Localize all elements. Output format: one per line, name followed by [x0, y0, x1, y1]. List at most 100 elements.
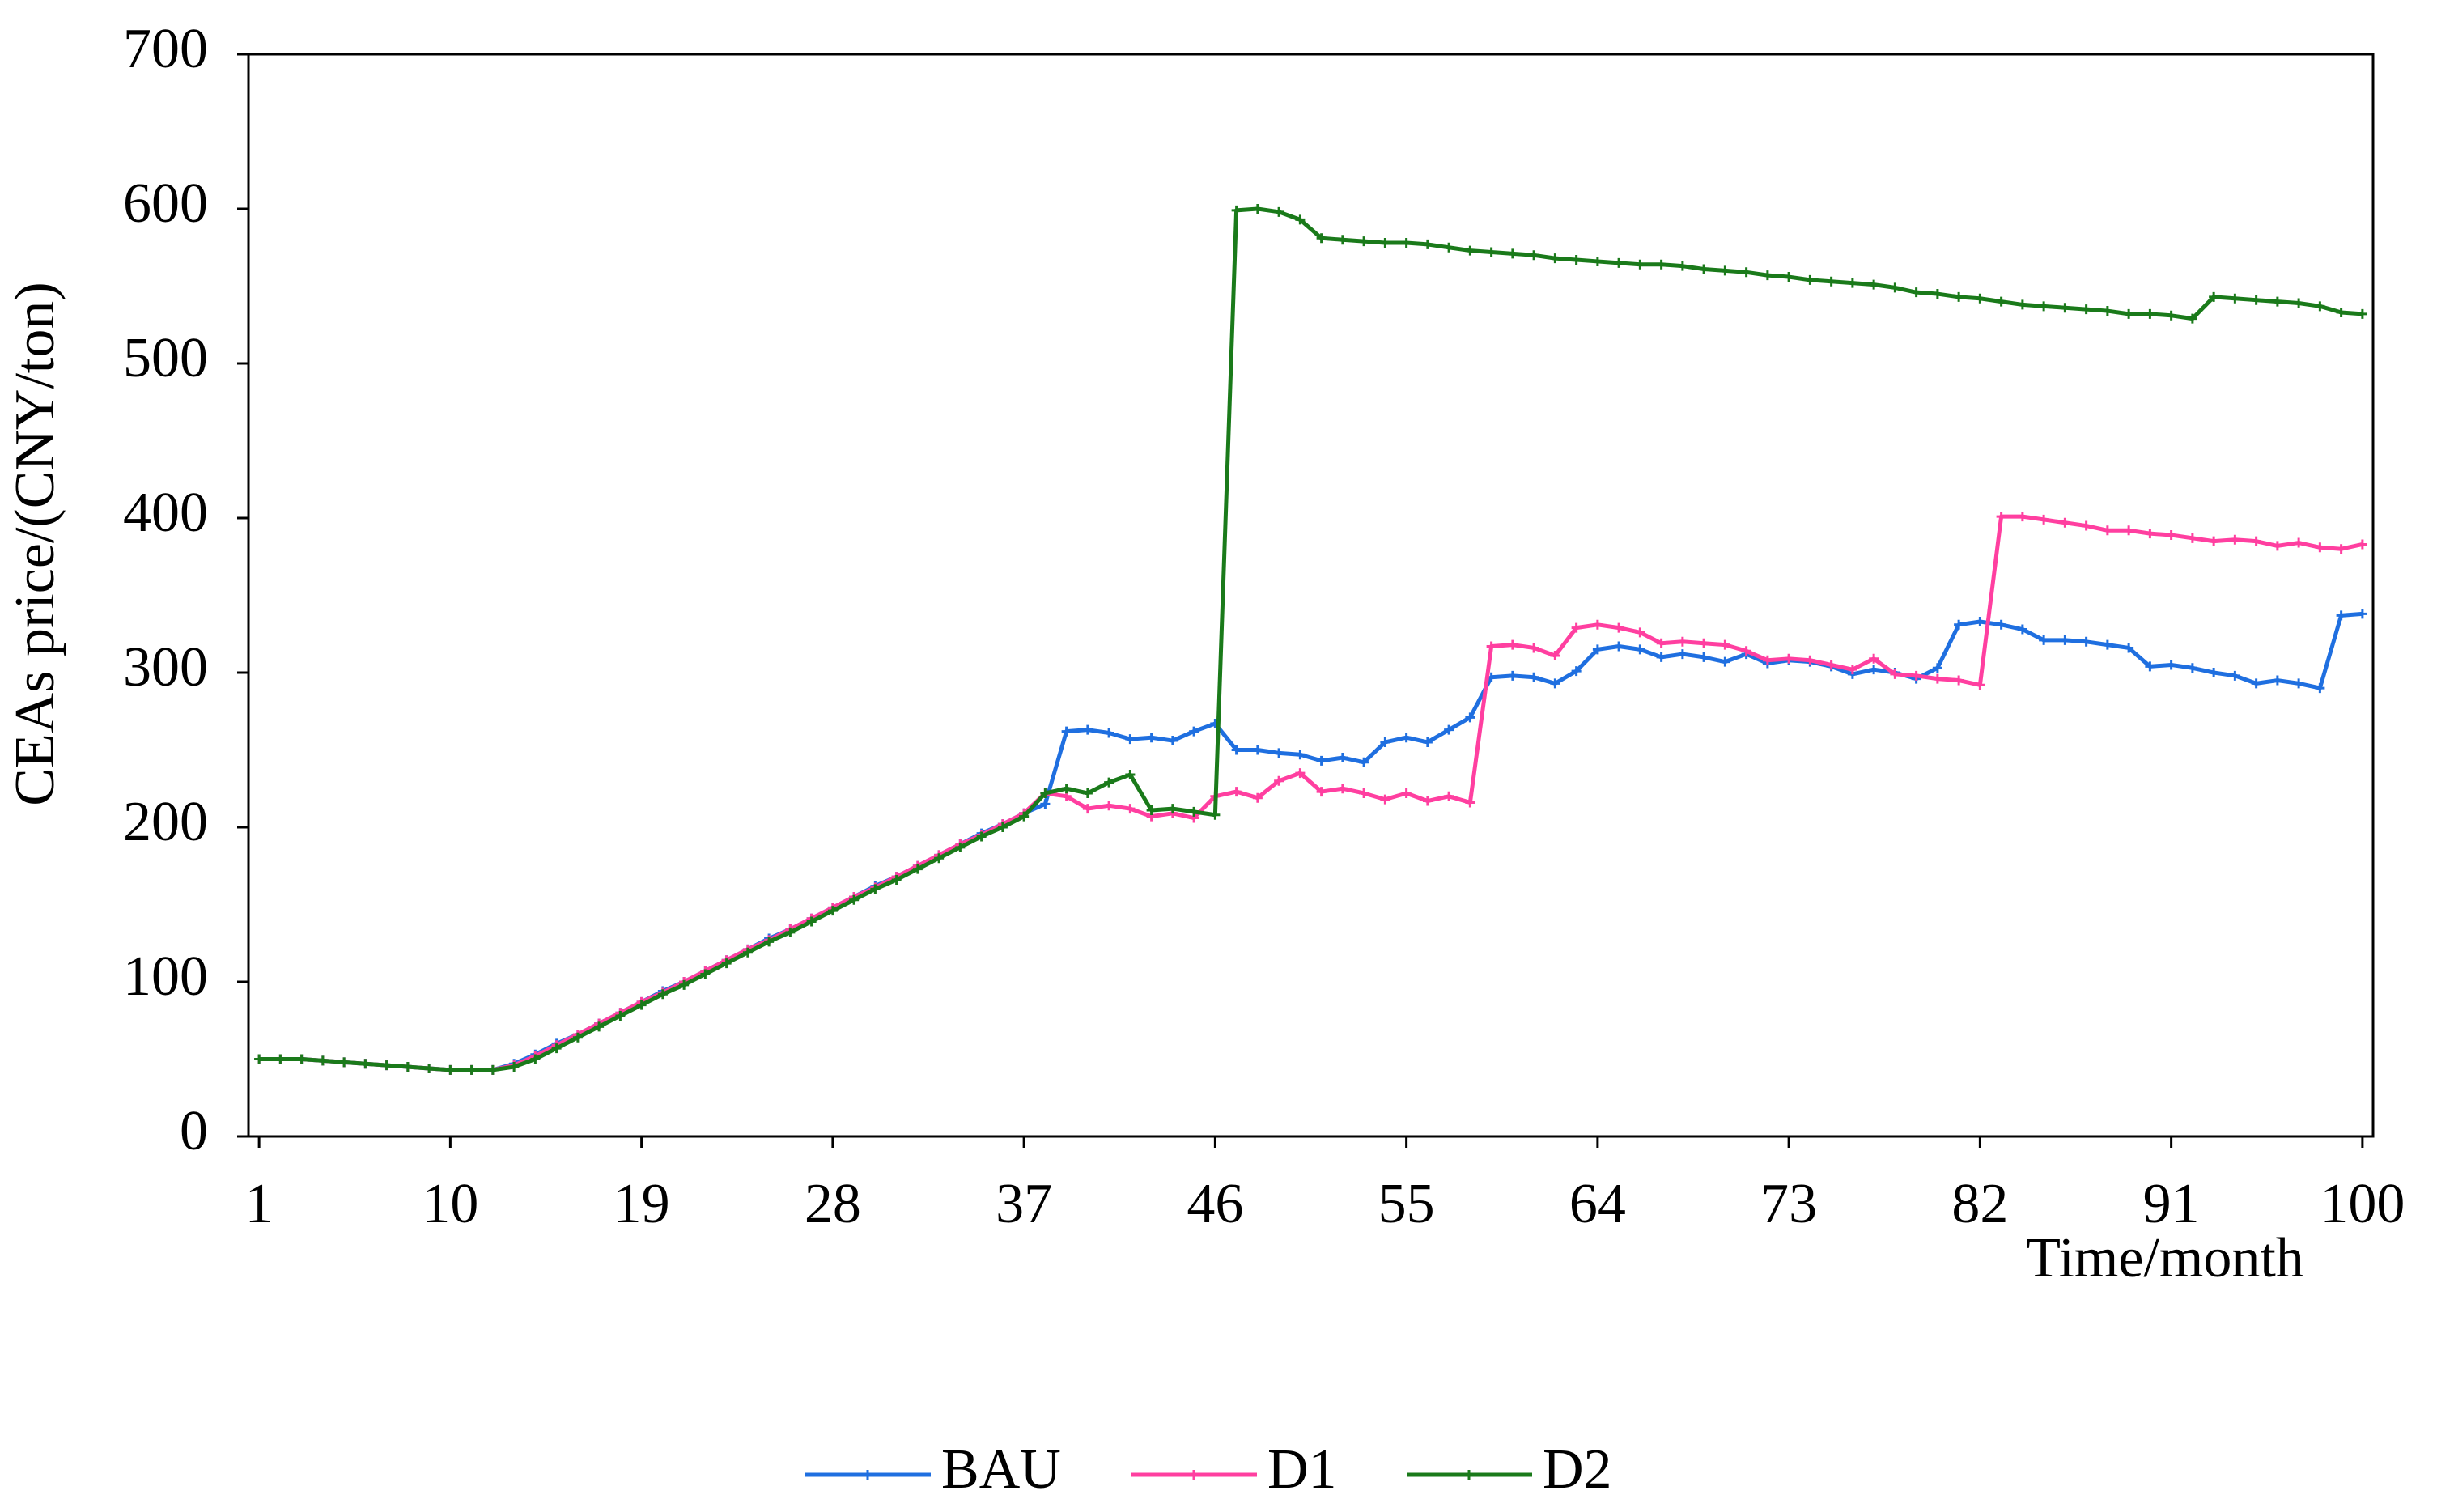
point-marker [891, 874, 902, 885]
point-marker [317, 1055, 328, 1066]
point-marker [381, 1060, 392, 1071]
y-tick-label: 300 [123, 636, 208, 699]
point-marker [657, 989, 668, 1000]
point-marker [2251, 295, 2261, 305]
point-marker [1869, 279, 1879, 290]
point-marker [1656, 259, 1666, 270]
point-marker [1380, 238, 1390, 248]
point-marker [1295, 768, 1306, 779]
point-marker [1656, 638, 1666, 648]
point-marker [1635, 627, 1645, 638]
point-marker [700, 969, 711, 979]
point-marker [2230, 534, 2240, 545]
point-marker [1954, 675, 1964, 686]
point-marker [2060, 635, 2070, 645]
point-marker [1104, 777, 1114, 788]
point-marker [594, 1021, 605, 1032]
point-marker [806, 916, 817, 927]
point-marker [1677, 649, 1688, 660]
point-marker [1550, 650, 1560, 660]
y-tick-label: 500 [123, 327, 208, 389]
x-tick-label: 91 [2143, 1173, 2200, 1235]
point-marker [976, 831, 987, 842]
point-marker [2145, 529, 2155, 539]
point-marker [1847, 278, 1857, 288]
x-tick-label: 64 [1569, 1173, 1626, 1235]
point-marker [2272, 541, 2282, 551]
point-marker [1550, 678, 1560, 689]
point-marker [2230, 293, 2240, 304]
point-marker [764, 937, 775, 947]
point-marker [2336, 544, 2346, 554]
point-marker [572, 1032, 583, 1043]
y-tick-label: 100 [123, 945, 208, 1008]
point-marker [2209, 536, 2219, 546]
point-marker [2166, 660, 2176, 670]
point-marker [2251, 536, 2261, 546]
point-marker [1614, 257, 1624, 268]
point-marker [2187, 533, 2197, 543]
point-marker [1104, 728, 1114, 738]
x-tick-label: 1 [245, 1173, 274, 1235]
point-marker [2081, 636, 2091, 647]
point-marker [1890, 669, 1900, 679]
point-marker [402, 1062, 413, 1072]
point-marker [1529, 643, 1539, 653]
plot-frame [247, 53, 2375, 1138]
point-marker [2017, 299, 2027, 310]
point-marker [1359, 788, 1369, 798]
point-marker [2294, 298, 2304, 308]
point-marker [1592, 644, 1603, 655]
point-marker [1741, 646, 1751, 656]
point-marker [1231, 745, 1242, 755]
point-marker [1529, 672, 1539, 682]
point-marker [1252, 204, 1263, 214]
y-tick-label: 700 [123, 18, 208, 80]
point-marker [1146, 805, 1157, 815]
point-marker [1932, 289, 1942, 299]
point-marker [1401, 238, 1412, 248]
point-marker [2230, 670, 2240, 681]
point-marker [2145, 308, 2155, 319]
point-marker [1359, 757, 1369, 767]
point-marker [1337, 784, 1348, 794]
point-marker [1422, 796, 1433, 806]
point-marker [2187, 313, 2197, 324]
point-marker [1040, 799, 1051, 809]
point-marker [1252, 745, 1263, 755]
point-marker [1741, 267, 1751, 278]
point-marker [2060, 303, 2070, 313]
point-marker [2124, 525, 2134, 536]
point-marker [1826, 660, 1836, 670]
point-marker [275, 1054, 286, 1064]
point-marker [2315, 301, 2325, 312]
point-marker [1635, 644, 1645, 655]
legend-marker [1464, 1470, 1474, 1480]
point-marker [551, 1043, 562, 1054]
point-marker [1699, 652, 1709, 662]
point-marker [1762, 655, 1773, 665]
point-marker [1932, 673, 1942, 684]
point-marker [2081, 520, 2091, 531]
point-marker [742, 947, 753, 958]
x-tick-label: 28 [805, 1173, 861, 1235]
point-marker [2272, 675, 2282, 686]
point-marker [2272, 296, 2282, 307]
point-marker [1189, 806, 1199, 817]
point-marker [1231, 787, 1242, 797]
x-axis-title: Time/month [2026, 1227, 2304, 1289]
x-tick-label: 10 [422, 1173, 478, 1235]
point-marker [2251, 678, 2261, 689]
point-marker [2017, 624, 2027, 635]
point-marker [1614, 622, 1624, 633]
point-marker [2315, 542, 2325, 553]
point-marker [679, 979, 690, 990]
point-marker [1869, 653, 1879, 664]
point-marker [1316, 787, 1327, 797]
legend-label: D2 [1543, 1438, 1612, 1501]
point-marker [1146, 733, 1157, 743]
point-marker [339, 1057, 350, 1068]
point-marker [2187, 663, 2197, 673]
point-marker [1189, 726, 1199, 737]
